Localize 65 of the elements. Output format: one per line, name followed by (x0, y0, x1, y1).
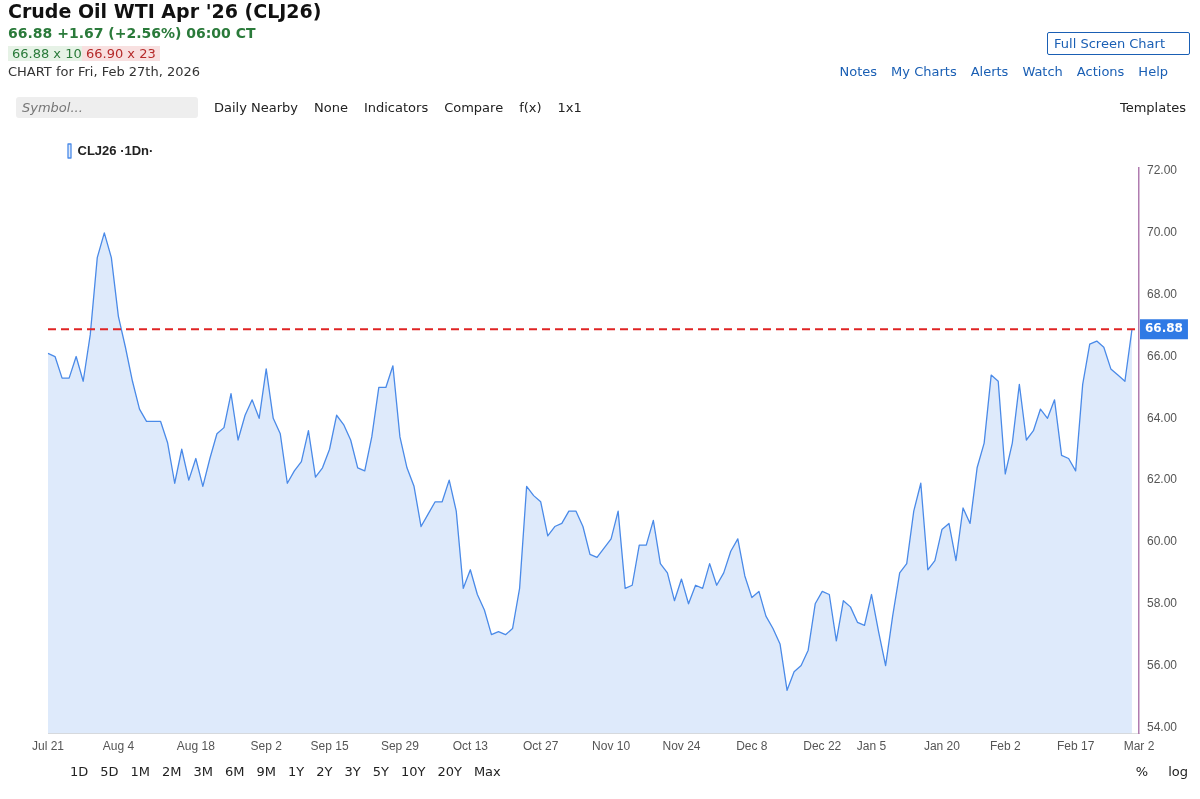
text: 1Y (288, 764, 305, 779)
text: 1x1 (557, 99, 582, 115)
text: 66.90 x 23 (82, 46, 160, 61)
x-tick-label: Jul 21 (31, 739, 65, 754)
legend-label: CLJ26 ·1Dn· (77, 142, 154, 158)
text: Help (1138, 64, 1168, 79)
text: Indicators (363, 99, 429, 115)
text: 5D (100, 764, 119, 779)
text: 1D (70, 764, 89, 779)
text: Daily Nearby (214, 99, 299, 115)
text: 3Y (344, 764, 361, 779)
text: Templates (1119, 99, 1186, 115)
y-tick-label: 54.00 (1147, 719, 1178, 734)
text: log (1168, 764, 1188, 779)
x-tick-label: Feb 2 (989, 739, 1021, 754)
y-tick-label: 72.00 (1147, 163, 1178, 178)
x-tick-label: Sep 15 (310, 739, 349, 754)
text: Compare (444, 99, 504, 115)
text: 66.88 x 10 (8, 46, 86, 61)
text: Alerts (970, 64, 1009, 79)
x-tick-label: Jan 5 (856, 739, 887, 754)
text: Max (473, 764, 501, 779)
y-tick-label: 56.00 (1147, 657, 1178, 672)
text: None (314, 99, 348, 115)
x-tick-label: Oct 27 (523, 739, 559, 754)
y-tick-label: 60.00 (1147, 534, 1178, 549)
text: Full Screen Chart (1047, 32, 1190, 55)
text: 6M (225, 764, 245, 779)
x-tick-label: Oct 13 (452, 739, 489, 754)
text: Actions (1076, 64, 1125, 79)
text: 20Y (437, 764, 462, 779)
y-tick-label: 68.00 (1147, 287, 1178, 302)
x-tick-label: Aug 4 (102, 739, 135, 754)
y-tick-label: 66.00 (1147, 348, 1178, 363)
chart-title: Crude Oil WTI Apr '26 (CLJ26) (8, 0, 322, 22)
x-tick-label: Sep 2 (250, 739, 283, 754)
text: 9M (256, 764, 277, 779)
text: 1M (130, 764, 151, 779)
ref-line-label: 66.88 (1145, 321, 1183, 336)
x-tick-label: Aug 18 (176, 739, 216, 754)
x-tick-label: Feb 17 (1056, 739, 1095, 754)
x-tick-label: Sep 29 (380, 739, 420, 754)
text: My Charts (891, 64, 957, 79)
text: 10Y (400, 764, 426, 779)
chart-subtitle: 66.88 +1.67 (+2.56%) 06:00 CT (8, 25, 256, 41)
text: Symbol... (16, 96, 198, 118)
x-tick-label: Mar 2 (1123, 739, 1155, 754)
text: CHART for Fri, Feb 27th, 2026 (8, 64, 201, 79)
y-tick-label: 70.00 (1147, 225, 1178, 240)
text: % (1135, 764, 1149, 779)
text: 5Y (372, 764, 389, 779)
x-tick-label: Nov 10 (592, 739, 631, 754)
y-tick-label: 64.00 (1147, 410, 1178, 425)
y-tick-label: 62.00 (1147, 472, 1178, 487)
x-tick-label: Jan 20 (923, 739, 961, 754)
text: Notes (839, 64, 878, 79)
text: Watch (1022, 64, 1063, 79)
x-tick-label: Dec 8 (736, 739, 768, 754)
text: 3M (193, 764, 214, 779)
y-tick-label: 58.00 (1147, 596, 1178, 611)
x-tick-label: Dec 22 (803, 739, 842, 754)
x-tick-label: Nov 24 (662, 739, 701, 754)
text: 2Y (316, 764, 333, 779)
text: f(x) (519, 99, 542, 115)
text: 2M (162, 764, 182, 779)
